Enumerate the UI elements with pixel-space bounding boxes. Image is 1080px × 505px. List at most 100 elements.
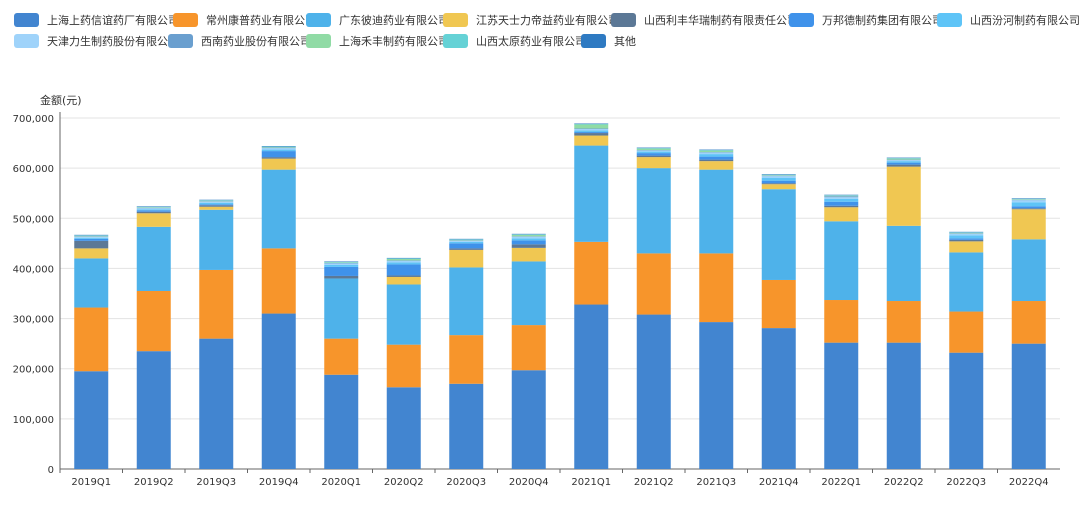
legend-label: 山西汾河制药有限公司 [970,14,1080,27]
bar-segment [386,258,421,261]
bar-segment [199,269,234,339]
bar-segment [199,338,234,469]
legend-swatch [789,13,814,27]
bar-segment [261,147,296,148]
bar-segment [449,239,484,241]
bar-segment [761,183,796,185]
legend-item[interactable]: 上海禾丰制药有限公司 [306,31,449,51]
bar-segment [699,159,734,162]
bar-segment [824,195,859,197]
legend-item[interactable]: 山西利丰华瑞制药有限责任公司 [611,10,798,30]
bar-segment [886,157,921,159]
bar-segment [761,174,796,175]
bar-segment [136,207,171,208]
bar-segment [261,169,296,249]
bar-segment [449,383,484,469]
bar-segment [386,387,421,469]
bar-segment [261,248,296,314]
bar-segment [636,314,671,469]
legend-item[interactable]: 其他 [581,31,636,51]
bar-segment [949,233,984,234]
bar-segment [324,261,359,262]
bar-segment [949,239,984,242]
x-tick-label: 2019Q2 [134,477,174,488]
bar-segment [386,257,421,259]
bar-segment [574,123,609,125]
bar-segment [886,161,921,163]
bar-segment [74,248,109,259]
bar-segment [824,207,859,222]
bar-segment [949,352,984,469]
bar-segment [886,162,921,165]
bar-segment [1011,239,1046,302]
legend-item[interactable]: 上海上药信谊药厂有限公司 [14,10,179,30]
bar-segment [261,157,296,159]
bar-segment [636,150,671,152]
bar-segment [386,344,421,388]
bar-segment [199,206,234,210]
bar-segment [886,159,921,161]
bar-segment [636,153,671,156]
bar-segment [574,132,609,134]
legend-swatch [937,13,962,27]
bar-segment [574,135,609,146]
y-tick-label: 100,000 [13,415,54,426]
bar-segment [949,231,984,233]
bar-segment [636,147,671,149]
bar-segment [261,146,296,147]
bar-segment [261,149,296,152]
y-tick-label: 700,000 [13,114,54,125]
bar-segment [761,279,796,329]
legend-swatch [173,13,198,27]
legend-item[interactable]: 山西汾河制药有限公司 [937,10,1080,30]
legend-swatch [306,34,331,48]
x-tick-label: 2019Q4 [259,477,299,488]
bar-segment [636,151,671,154]
bar-segment [449,248,484,250]
x-tick-label: 2020Q1 [321,477,361,488]
bar-segment [136,209,171,211]
legend-label: 广东彼迪药业有限公司 [339,14,449,27]
bar-segment [574,129,609,131]
bar-segment [511,261,546,326]
x-tick-label: 2020Q2 [384,477,424,488]
bar-segment [949,232,984,234]
legend-swatch [168,34,193,48]
bar-segment [761,174,796,176]
legend-label: 山西太原药业有限公司 [476,35,586,48]
legend-label: 江苏天士力帝益药业有限公司 [476,14,619,27]
bar-segment [261,147,296,149]
bar-segment [761,328,796,469]
bar-segment [199,201,234,202]
legend-swatch [443,13,468,27]
bar-segment [824,342,859,469]
bar-segment [74,235,109,237]
bar-segment [824,196,859,198]
bar-segment [574,133,609,136]
bar-segment [699,169,734,254]
legend-item[interactable]: 江苏天士力帝益药业有限公司 [443,10,619,30]
bar-segment [511,234,546,237]
bar-segment [136,206,171,208]
bar-segment [449,240,484,242]
x-tick-label: 2022Q4 [1009,477,1049,488]
legend-item[interactable]: 天津力生制药股份有限公司 [14,31,179,51]
bar-segment [74,237,109,239]
bar-segment [74,258,109,308]
bar-segment [386,264,421,276]
bar-segment [324,262,359,263]
bar-segment [449,239,484,240]
bar-segment [324,278,359,339]
bar-segment [699,152,734,155]
legend-item[interactable]: 常州康普药业有限公司 [173,10,316,30]
legend-item[interactable]: 西南药业股份有限公司 [168,31,311,51]
bar-segment [886,160,921,162]
bar-segment [324,374,359,469]
legend-item[interactable]: 广东彼迪药业有限公司 [306,10,449,30]
legend-item[interactable]: 万邦德制药集团有限公司 [789,10,943,30]
bar-segment [74,236,109,238]
legend-label: 天津力生制药股份有限公司 [47,35,179,48]
bar-segment [699,161,734,170]
legend-item[interactable]: 山西太原药业有限公司 [443,31,586,51]
legend-label: 上海禾丰制药有限公司 [339,35,449,48]
